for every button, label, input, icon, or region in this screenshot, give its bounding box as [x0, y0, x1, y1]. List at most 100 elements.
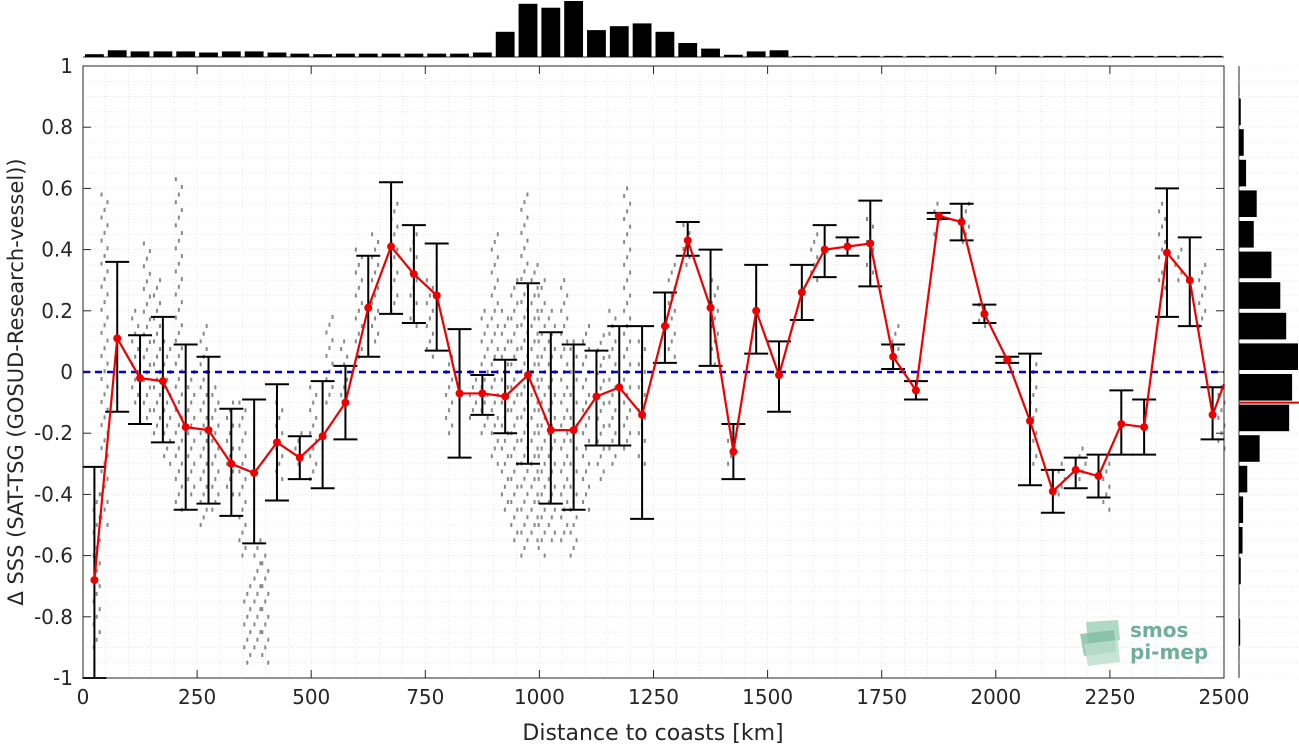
scatter-point — [193, 484, 196, 489]
scatter-point — [523, 292, 526, 297]
scatter-point — [148, 408, 151, 413]
scatter-point — [131, 339, 134, 344]
scatter-point — [510, 385, 513, 390]
scatter-point — [536, 331, 539, 336]
scatter-point — [211, 461, 214, 466]
scatter-point — [670, 339, 673, 344]
scatter-point — [623, 331, 626, 336]
scatter-point — [523, 384, 526, 389]
scatter-point — [244, 477, 247, 482]
scatter-point — [500, 469, 503, 474]
scatter-point — [1032, 392, 1035, 397]
scatter-point — [553, 461, 556, 466]
scatter-point — [244, 523, 247, 527]
scatter-point — [629, 316, 632, 321]
scatter-point — [294, 446, 297, 451]
scatter-point — [530, 324, 533, 329]
scatter-point — [180, 461, 183, 466]
top-hist-bar — [723, 54, 743, 57]
scatter-point — [474, 400, 477, 405]
scatter-point — [199, 523, 202, 527]
mean-point — [729, 447, 738, 456]
scatter-point — [312, 469, 315, 474]
top-hist-bar — [1203, 55, 1222, 57]
scatter-point — [588, 484, 591, 489]
scatter-point — [415, 232, 418, 237]
scatter-point — [425, 347, 428, 352]
scatter-point — [180, 300, 183, 305]
scatter-point — [566, 293, 569, 298]
scatter-point — [513, 400, 516, 405]
scatter-point — [493, 400, 496, 405]
scatter-point — [537, 362, 540, 367]
scatter-point — [229, 477, 232, 482]
scatter-point — [588, 438, 591, 443]
scatter-point — [496, 415, 499, 420]
scatter-point — [523, 361, 526, 366]
scatter-point — [354, 270, 357, 275]
side-hist-bar — [1239, 343, 1298, 370]
scatter-point — [673, 308, 676, 313]
scatter-point — [510, 293, 513, 298]
side-hist-bar — [1239, 527, 1243, 554]
scatter-point — [244, 431, 247, 436]
scatter-point — [936, 201, 939, 206]
scatter-point — [1204, 262, 1207, 267]
side-hist-bar — [1239, 435, 1260, 462]
top-hist-bar — [564, 1, 584, 57]
mean-point — [1048, 487, 1057, 496]
scatter-point — [533, 431, 536, 436]
scatter-point — [190, 377, 193, 382]
x-tick-label: 2000 — [970, 685, 1021, 709]
scatter-point — [145, 347, 148, 352]
scatter-point — [984, 324, 987, 329]
mean-point — [546, 426, 555, 435]
scatter-point — [536, 262, 539, 267]
scatter-point — [253, 576, 256, 581]
mean-point — [843, 242, 852, 251]
scatter-point — [483, 423, 486, 428]
scatter-point — [540, 331, 543, 336]
scatter-point — [159, 347, 162, 352]
scatter-point — [100, 307, 103, 312]
top-hist-bar — [838, 55, 857, 57]
scatter-point — [716, 308, 719, 313]
scatter-point — [199, 500, 202, 505]
scatter-point — [134, 308, 137, 313]
y-tick-label: 0.8 — [41, 115, 73, 139]
scatter-point — [872, 247, 875, 252]
scatter-point — [588, 347, 591, 352]
scatter-point — [560, 285, 563, 290]
scatter-point — [148, 249, 151, 254]
scatter-point — [148, 271, 151, 276]
scatter-point — [393, 209, 396, 214]
scatter-point — [520, 438, 523, 443]
scatter-point — [241, 507, 244, 512]
scatter-point — [253, 622, 256, 627]
scatter-point — [526, 192, 529, 197]
scatter-point — [608, 354, 611, 359]
scatter-point — [629, 385, 632, 390]
scatter-point — [202, 492, 205, 497]
scatter-point — [134, 400, 137, 405]
scatter-point — [572, 339, 575, 344]
scatter-point — [98, 584, 101, 589]
scatter-point — [816, 255, 819, 260]
scatter-point — [249, 630, 252, 635]
scatter-point — [608, 423, 611, 428]
y-tick-label: -0.6 — [34, 544, 73, 568]
scatter-point — [493, 239, 496, 244]
scatter-point — [259, 561, 262, 566]
top-hist-bar — [495, 31, 515, 57]
scatter-point — [134, 331, 137, 336]
scatter-point — [471, 408, 474, 413]
scatter-point — [688, 254, 691, 259]
scatter-point — [813, 262, 816, 267]
side-hist-bar — [1239, 251, 1272, 279]
scatter-point — [513, 515, 516, 520]
side-hist-bar — [1239, 282, 1281, 309]
scatter-point — [1032, 438, 1035, 443]
scatter-point — [431, 308, 434, 313]
scatter-point — [500, 446, 503, 451]
